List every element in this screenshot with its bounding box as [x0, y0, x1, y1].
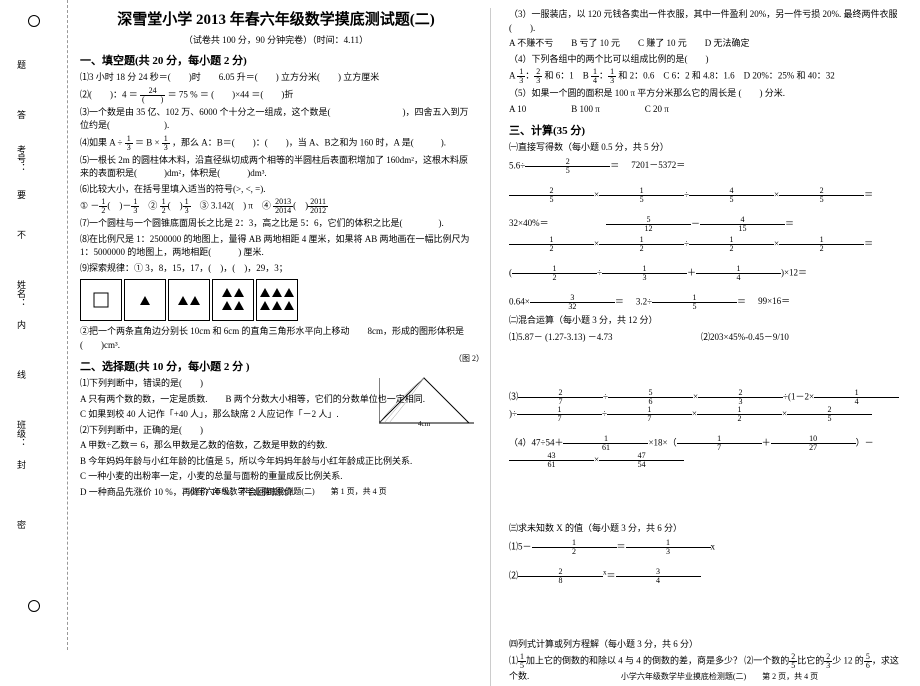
- calc-m4: （4）47÷54＋161×18×（17＋1027）－4361×4754: [509, 435, 900, 469]
- calc-m3: ⑶27÷56×23÷(1－2×14)÷17÷17×12×25: [509, 389, 900, 423]
- seal-char: 答: [15, 110, 28, 119]
- calc-m1: ⑴5.87－ (1.27-3.13) －4.73: [509, 330, 689, 343]
- fraction: 13: [162, 135, 170, 152]
- pattern-box: [212, 279, 254, 321]
- page-2-footer: 小学六年级数学毕业摸底检测题(二) 第 2 页，共 4 页: [509, 671, 920, 682]
- q1-6-items: ① －12( )－13 ② 12( )13 ③ 3.142( ) π ④ 201…: [80, 198, 472, 215]
- q1-9b: ②把一个两条直角边分别长 10cm 和 6cm 的直角三角形水平向上移动 8cm…: [80, 325, 472, 352]
- pattern-box: [124, 279, 166, 321]
- q2-4-opts: A 13：23 和 6：1 B 14：13 和 2：0.6 C 6：2 和 4.…: [509, 68, 900, 85]
- page-1: 深雪堂小学 2013 年春六年级数学摸底测试题(二) （试卷共 100 分，90…: [68, 8, 484, 501]
- q1-2-a: ⑵( )：4 ＝: [80, 89, 138, 99]
- pattern-boxes: [80, 279, 472, 321]
- triangle-icon: [140, 296, 150, 305]
- q1-4: ⑷如果 A ÷ 13 ＝ B × 13 ，那么 A：B＝( )：( )，当 A、…: [80, 135, 472, 152]
- pattern-box: [168, 279, 210, 321]
- q1-3: ⑶一个数是由 35 亿、102 万、6000 个十分之一组成，这个数是( )，四…: [80, 106, 472, 133]
- punch-hole: [28, 600, 40, 612]
- q1-6: ⑹比较大小，在括号里填入适当的符号(>, <, =).: [80, 183, 472, 197]
- section-2-title: 二、选择题(共 10 分，每小题 2 分 ): [80, 358, 472, 374]
- exam-subtitle: （试卷共 100 分，90 分钟完卷）（时间：4.11）: [80, 33, 472, 46]
- calc-m2: ⑵203×45%-0.45－9/10: [701, 330, 789, 343]
- sec3-sub2: ㈡混合运算（每小题 3 分，共 12 分）: [509, 314, 900, 328]
- pattern-box: [80, 279, 122, 321]
- section-3-title: 三、计算(35 分): [509, 122, 900, 138]
- square-icon: [86, 285, 116, 315]
- page-2: （3）一服装店，以 120 元钱各卖出一件衣服，其中一件盈利 20%，另一件亏损…: [490, 8, 912, 686]
- q2-3-opts: A 不赚不亏 B 亏了 10 元 C 赚了 10 元 D 无法确定: [509, 37, 900, 51]
- fraction: 13: [125, 135, 133, 152]
- q1-8: ⑻在比例尺是 1：2500000 的地图上，量得 AB 两地相距 4 厘米，如果…: [80, 233, 472, 260]
- section-1-title: 一、填空题(共 20 分，每小题 2 分): [80, 52, 472, 68]
- q1-9: ⑼探索规律：① 3，8，15，17，( )，( )，29，3；: [80, 262, 472, 276]
- calc-row-1: 5.6÷25＝ 7201－5372＝ 25×15÷45×25＝ 32×40%＝ …: [509, 158, 900, 233]
- sec3-sub1: ㈠直接写得数（每小题 0.5 分，共 5 分）: [509, 141, 900, 155]
- exam-title: 深雪堂小学 2013 年春六年级数学摸底测试题(二): [80, 8, 472, 29]
- q2-5-opts: A 10 B 100 π C 20 π: [509, 103, 900, 117]
- seal-char: 内: [15, 320, 28, 329]
- eq-row: ⑴5－12＝13x ⑵28x＝34: [509, 539, 900, 585]
- sec3-sub4: ㈣列式计算或列方程解（每小题 3 分，共 6 分）: [509, 638, 900, 652]
- seal-char: 密: [15, 520, 28, 529]
- sec3-sub3: ㈢求未知数 X 的值（每小题 3 分，共 6 分）: [509, 522, 900, 536]
- q2-3: （3）一服装店，以 120 元钱各卖出一件衣服，其中一件盈利 20%，另一件亏损…: [509, 8, 900, 35]
- q1-2: ⑵( )：4 ＝ 24( ) ＝ 75 % ＝ ( )×44 ＝( )折: [80, 87, 472, 104]
- q2-2c: C 一种小麦的出粉率一定，小麦的总量与面粉的重量成反比例关系.: [80, 470, 472, 484]
- seal-char: 要: [15, 190, 28, 199]
- fraction: 24( ): [140, 87, 165, 104]
- eq-2: ⑵28x＝34: [509, 568, 701, 585]
- punch-hole: [28, 15, 40, 27]
- q2-2a: A 甲数÷乙数＝ 6，那么甲数是乙数的倍数，乙数是甲数的约数.: [80, 439, 472, 453]
- mixed-row-2: ⑶27÷56×23÷(1－2×14)÷17÷17×12×25 （4）47÷54＋…: [509, 389, 900, 469]
- field-class: 班级：: [15, 420, 28, 447]
- q2-5: （5）如果一个圆的面积是 100 π 平方分米那么它的周长是 ( ) 分米.: [509, 87, 900, 101]
- fig2-label: （图 2）: [454, 353, 484, 364]
- q2-4: （4）下列各组中的两个比可以组成比例的是( ): [509, 53, 900, 67]
- fan-diagram: 4cm: [379, 373, 474, 428]
- q2-2b: B 今年妈妈年龄与小红年龄的比值是 5，所以今年妈妈年龄与小红年龄成正比例关系.: [80, 455, 472, 469]
- seal-char: 线: [15, 370, 28, 379]
- mixed-row: ⑴5.87－ (1.27-3.13) －4.73 ⑵203×45%-0.45－9…: [509, 330, 900, 343]
- q1-7: ⑺一个圆柱与一个圆锥底面周长之比是 2：3，高之比是 5：6，它们的体积之比是(…: [80, 217, 472, 231]
- svg-text:4cm: 4cm: [418, 420, 431, 428]
- binding-margin: 题 答 考号： 要 不 姓名： 内 线 班级： 封 密: [0, 0, 68, 650]
- seal-char: 题: [15, 60, 28, 69]
- page-1-footer: 小学六年级数学毕业摸底检测题(二) 第 1 页，共 4 页: [80, 486, 496, 497]
- q1-1: ⑴3 小时 18 分 24 秒＝( )时 6.05 升＝( ) 立方分米( ) …: [80, 71, 472, 85]
- q1-2-b: ＝ 75 % ＝ ( )×44 ＝( )折: [168, 89, 294, 99]
- field-name: 姓名：: [15, 280, 28, 307]
- q1-5: ⑸一根长 2m 的圆柱体木料，沿直径纵切成两个相等的半圆柱后表面积增加了 160…: [80, 154, 472, 181]
- seal-char: 封: [15, 460, 28, 469]
- seal-char: 不: [15, 230, 28, 239]
- field-exam-id: 考号：: [15, 145, 28, 172]
- calc-row-2: 12×12÷12×12＝ (12÷13＋14)×12＝ 0.64×332＝ 3.…: [509, 236, 900, 311]
- eq-1: ⑴5－12＝13x: [509, 539, 715, 556]
- pattern-box: [256, 279, 298, 321]
